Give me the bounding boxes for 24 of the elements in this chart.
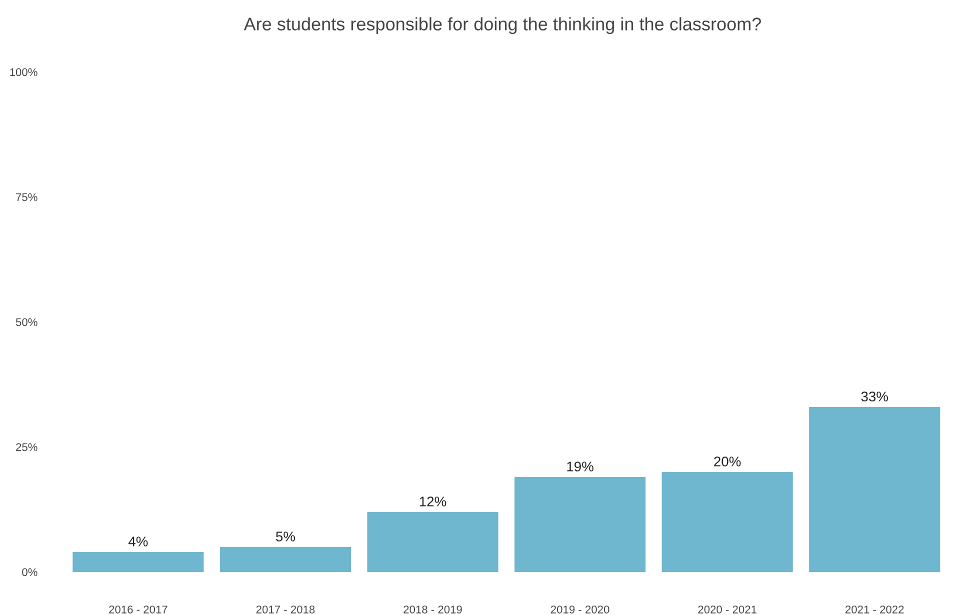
data-label: 5% — [276, 532, 296, 542]
y-tick-label: 25% — [16, 443, 38, 452]
data-label: 4% — [128, 536, 148, 546]
x-tick-label: 2020 - 2021 — [698, 606, 756, 614]
chart-title: Are students responsible for doing the thinking in the classroom? — [244, 17, 761, 34]
bar — [809, 406, 940, 572]
y-tick-label: 50% — [16, 318, 38, 326]
x-tick-label: 2016 - 2017 — [109, 606, 168, 614]
bar — [662, 472, 793, 572]
bar — [72, 552, 204, 572]
y-tick-label: 100% — [10, 68, 38, 76]
data-label: 12% — [420, 496, 446, 506]
x-tick-label: 2017 - 2018 — [256, 606, 315, 614]
bar — [220, 546, 352, 572]
bar — [514, 476, 646, 572]
x-tick-label: 2021 - 2022 — [846, 606, 904, 614]
data-label: 33% — [861, 392, 888, 402]
x-tick-label: 2018 - 2019 — [404, 606, 462, 614]
x-tick-label: 2019 - 2020 — [550, 606, 610, 614]
bar — [367, 512, 498, 572]
y-tick-label: 0% — [22, 568, 38, 576]
y-tick-label: 75% — [16, 193, 38, 202]
data-label: 19% — [567, 462, 594, 472]
data-label: 20% — [714, 456, 741, 466]
